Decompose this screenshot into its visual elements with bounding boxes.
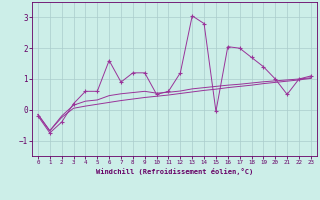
X-axis label: Windchill (Refroidissement éolien,°C): Windchill (Refroidissement éolien,°C) (96, 168, 253, 175)
